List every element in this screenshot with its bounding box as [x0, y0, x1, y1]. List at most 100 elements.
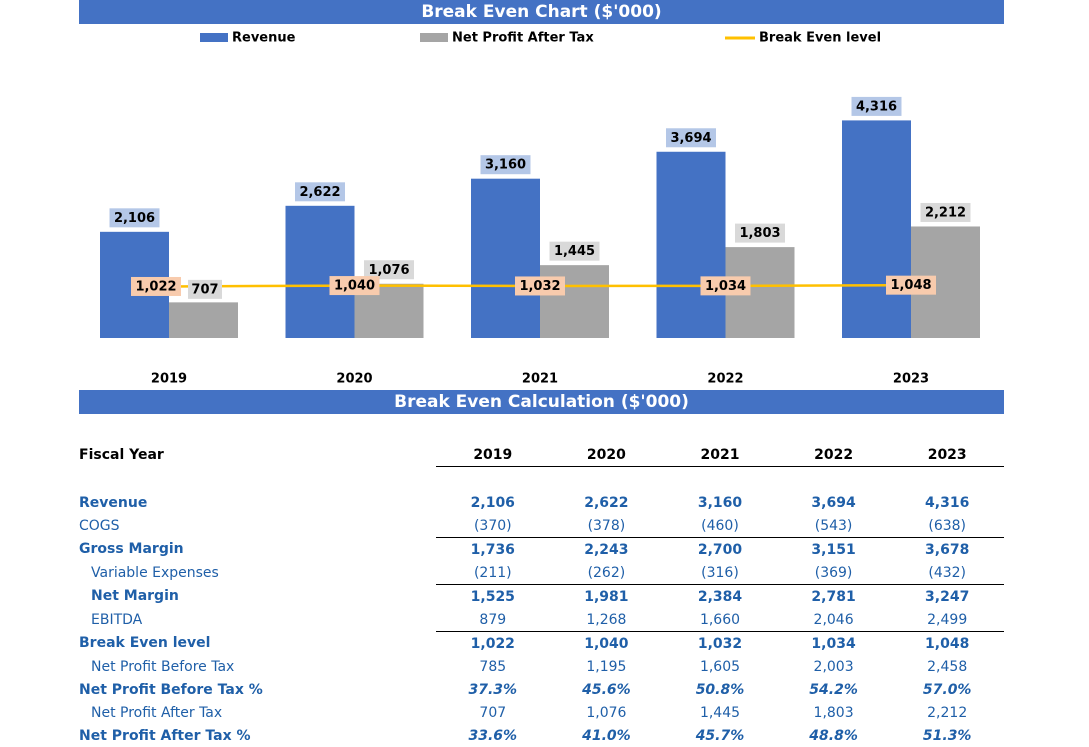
break-even-data-label: 1,032 [519, 279, 560, 294]
revenue-data-label-bg [109, 208, 160, 228]
row-value: 1,525 [436, 584, 550, 608]
row-value: 2,212 [927, 704, 968, 721]
revenue-bar [842, 120, 911, 338]
row-value: (378) [587, 517, 626, 534]
row-value: 1,040 [549, 631, 664, 655]
row-label: Net Profit After Tax [91, 704, 223, 721]
row-value: 1,268 [586, 611, 627, 628]
row-value: (316) [701, 564, 739, 581]
row-value: 1,445 [699, 704, 741, 721]
row-value: 785 [479, 658, 507, 675]
row-value: 3,694 [811, 494, 856, 511]
row-value: 1,605 [699, 658, 741, 675]
chart-title-banner: Break Even Chart ($'000) [79, 0, 1004, 24]
revenue-data-label-bg [851, 96, 902, 116]
net-profit-after-tax-bar [540, 265, 609, 338]
row-value: 879 [479, 611, 507, 628]
row-value: 2,781 [776, 584, 891, 608]
table-row-break-even-level: Break Even level 1,022 1,040 1,032 1,034… [79, 631, 1004, 655]
row-value: 1,076 [586, 704, 627, 721]
revenue-data-label: 2,622 [299, 185, 340, 200]
break-even-data-label: 1,022 [135, 279, 176, 294]
spacer-row [79, 467, 1004, 492]
row-value: 2,046 [813, 611, 854, 628]
break-even-data-label-bg [700, 276, 751, 296]
row-label: Net Profit After Tax % [79, 727, 251, 744]
revenue-data-label-bg [480, 155, 531, 175]
table-row-net-profit-before-tax-pct: Net Profit Before Tax % 37.3% 45.6% 50.8… [79, 678, 1004, 701]
row-label: EBITDA [91, 611, 143, 628]
row-value: 1,981 [549, 584, 664, 608]
row-label: Variable Expenses [91, 564, 219, 581]
table-header-row: Fiscal Year 2019 2020 2021 2022 2023 [79, 443, 1004, 467]
npat-data-label-bg [920, 202, 971, 222]
row-value: 45.7% [695, 727, 745, 744]
row-value: 1,195 [586, 658, 627, 675]
row-label: Gross Margin [79, 541, 184, 558]
npat-data-label: 1,076 [368, 263, 409, 278]
legend-revenue-label: Revenue [232, 31, 296, 46]
x-axis-tick-label: 2020 [336, 372, 372, 387]
break-even-data-label-bg [886, 275, 936, 295]
revenue-data-label: 2,106 [114, 211, 155, 226]
row-value: 2,622 [584, 494, 629, 511]
table-row-variable-expenses: Variable Expenses (211) (262) (316) (369… [79, 561, 1004, 585]
row-value: 2,003 [813, 658, 854, 675]
legend-revenue-swatch [200, 33, 228, 42]
row-label: Break Even level [79, 635, 211, 652]
row-value: (369) [814, 564, 853, 581]
row-value: 2,499 [927, 611, 968, 628]
revenue-data-label: 3,694 [670, 131, 711, 146]
year-header: 2023 [890, 443, 1004, 467]
row-value: 50.8% [695, 681, 745, 698]
row-value: (211) [473, 564, 512, 581]
npat-data-label: 707 [191, 282, 218, 297]
table-row-net-margin: Net Margin 1,525 1,981 2,384 2,781 3,247 [79, 584, 1004, 608]
row-value: 3,678 [890, 537, 1004, 561]
revenue-data-label: 4,316 [856, 99, 897, 114]
row-label: Net Margin [91, 588, 179, 605]
table-row-ebitda: EBITDA 879 1,268 1,660 2,046 2,499 [79, 608, 1004, 632]
revenue-data-label-bg [666, 128, 716, 148]
row-value: 2,384 [663, 584, 777, 608]
row-label: Revenue [79, 494, 148, 511]
revenue-bar [471, 178, 540, 338]
revenue-data-label: 3,160 [485, 158, 526, 173]
row-value: 3,247 [890, 584, 1004, 608]
legend-npat-label: Net Profit After Tax [452, 31, 594, 46]
row-value: 2,106 [470, 494, 515, 511]
npat-data-label: 1,445 [554, 244, 595, 259]
table-row-net-profit-before-tax: Net Profit Before Tax 785 1,195 1,605 2,… [79, 655, 1004, 678]
row-value: 1,803 [813, 704, 854, 721]
row-value: 3,151 [776, 537, 891, 561]
net-profit-after-tax-bar [169, 302, 238, 338]
row-value: (262) [587, 564, 626, 581]
x-axis-tick-label: 2019 [151, 372, 187, 387]
table-row-revenue: Revenue 2,106 2,622 3,160 3,694 4,316 [79, 491, 1004, 514]
year-header: 2019 [436, 443, 550, 467]
row-value: 41.0% [582, 727, 631, 744]
row-value: 37.3% [468, 681, 518, 698]
table-row-gross-margin: Gross Margin 1,736 2,243 2,700 3,151 3,6… [79, 537, 1004, 561]
break-even-data-label: 1,040 [334, 279, 375, 294]
table-row-net-profit-after-tax: Net Profit After Tax 707 1,076 1,445 1,8… [79, 701, 1004, 724]
x-axis-tick-label: 2021 [522, 372, 558, 387]
year-header: 2022 [776, 443, 891, 467]
row-value: 1,032 [663, 631, 777, 655]
row-label: Net Profit Before Tax % [79, 681, 263, 698]
row-value: 1,660 [699, 611, 741, 628]
table-row-cogs: COGS (370) (378) (460) (543) (638) [79, 514, 1004, 538]
x-axis-tick-label: 2023 [893, 372, 929, 387]
row-value: 3,160 [697, 494, 743, 511]
break-even-chart: Revenue Net Profit After Tax Break Even le… [100, 31, 980, 387]
row-value: (432) [928, 564, 967, 581]
npat-data-label-bg [735, 223, 785, 243]
revenue-bar [656, 151, 726, 338]
npat-data-label: 1,803 [739, 226, 780, 241]
npat-data-label: 2,212 [925, 205, 966, 220]
row-label: COGS [79, 517, 120, 534]
row-value: 45.6% [582, 681, 631, 698]
row-value: 707 [479, 704, 507, 721]
revenue-bar [285, 205, 355, 338]
fiscal-year-header: Fiscal Year [79, 446, 164, 463]
